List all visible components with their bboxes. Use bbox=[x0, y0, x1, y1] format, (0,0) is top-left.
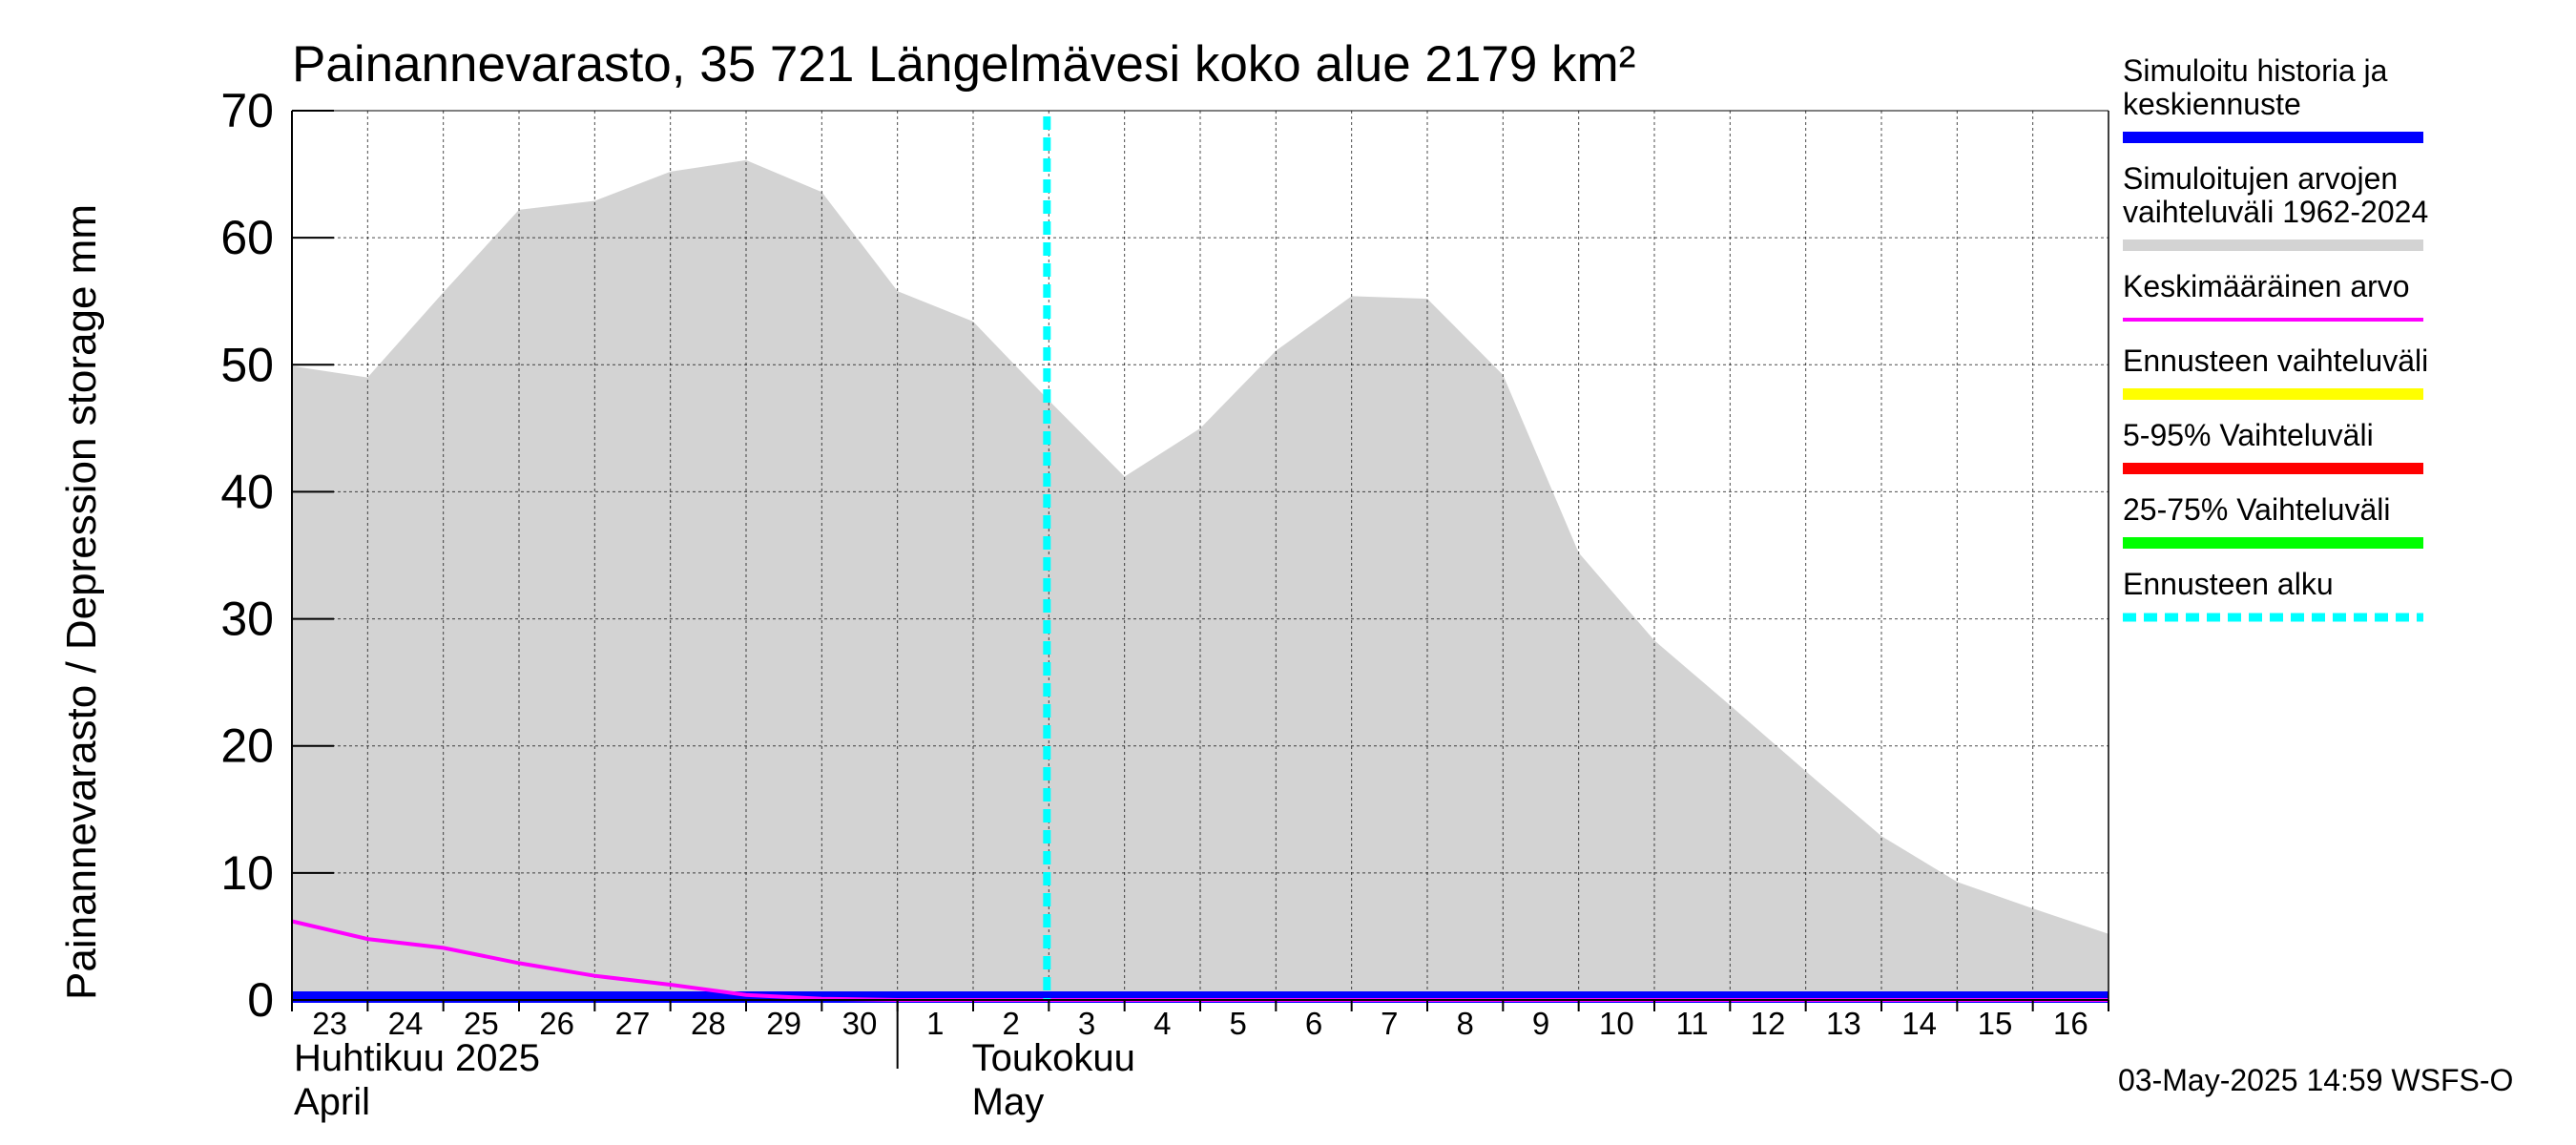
x-tick-label: 9 bbox=[1532, 1006, 1549, 1041]
legend-label: vaihteluväli 1962-2024 bbox=[2123, 195, 2428, 229]
y-tick-label: 60 bbox=[220, 211, 274, 264]
x-tick-label: 4 bbox=[1153, 1006, 1171, 1041]
legend-label: 25-75% Vaihteluväli bbox=[2123, 492, 2390, 527]
y-tick-label: 70 bbox=[220, 84, 274, 137]
y-tick-label: 50 bbox=[220, 338, 274, 391]
grid-layer bbox=[292, 110, 2109, 1000]
x-tick-label: 15 bbox=[1978, 1006, 2013, 1041]
legend-label: Simuloitujen arvojen bbox=[2123, 161, 2398, 196]
chart-title: Painannevarasto, 35 721 Längelmävesi kok… bbox=[292, 36, 1635, 93]
y-tick-label: 10 bbox=[220, 846, 274, 900]
x-tick-label: 23 bbox=[312, 1006, 347, 1041]
x-tick-label: 2 bbox=[1002, 1006, 1019, 1041]
month-label-fi: Huhtikuu 2025 bbox=[294, 1037, 540, 1079]
x-tick-label: 30 bbox=[842, 1006, 878, 1041]
x-tick-label: 6 bbox=[1305, 1006, 1322, 1041]
legend-label: Keskimääräinen arvo bbox=[2123, 269, 2410, 303]
y-axis-label: Painannevarasto / Depression storage mm bbox=[58, 204, 105, 1000]
legend-label: Simuloitu historia ja bbox=[2123, 53, 2388, 88]
y-tick-label: 20 bbox=[220, 719, 274, 773]
x-tick-label: 28 bbox=[691, 1006, 726, 1041]
y-tick-label: 0 bbox=[247, 973, 274, 1027]
x-tick-label: 25 bbox=[464, 1006, 499, 1041]
y-tick-label: 40 bbox=[220, 465, 274, 518]
x-tick-label: 29 bbox=[766, 1006, 801, 1041]
x-tick-label: 13 bbox=[1826, 1006, 1861, 1041]
x-tick-label: 3 bbox=[1078, 1006, 1095, 1041]
x-tick-label: 1 bbox=[926, 1006, 944, 1041]
x-tick-label: 26 bbox=[539, 1006, 574, 1041]
legend-label: keskiennuste bbox=[2123, 87, 2301, 121]
month-label-en: May bbox=[972, 1081, 1045, 1123]
x-tick-label: 24 bbox=[388, 1006, 424, 1041]
legend-label: Ennusteen alku bbox=[2123, 567, 2334, 601]
x-tick-label: 14 bbox=[1901, 1006, 1937, 1041]
x-tick-label: 11 bbox=[1676, 1006, 1709, 1041]
x-tick-label: 5 bbox=[1229, 1006, 1246, 1041]
legend-label: 5-95% Vaihteluväli bbox=[2123, 418, 2374, 452]
x-tick-label: 7 bbox=[1381, 1006, 1398, 1041]
x-tick-label: 8 bbox=[1456, 1006, 1473, 1041]
month-label-fi: Toukokuu bbox=[972, 1037, 1135, 1079]
x-tick-label: 12 bbox=[1751, 1006, 1786, 1041]
x-tick-label: 27 bbox=[615, 1006, 651, 1041]
y-tick-label: 30 bbox=[220, 593, 274, 646]
legend-label: Ennusteen vaihteluväli bbox=[2123, 344, 2428, 378]
x-tick-label: 16 bbox=[2053, 1006, 2088, 1041]
month-label-en: April bbox=[294, 1081, 370, 1123]
timestamp-footer: 03-May-2025 14:59 WSFS-O bbox=[2118, 1063, 2513, 1097]
x-tick-label: 10 bbox=[1599, 1006, 1634, 1041]
